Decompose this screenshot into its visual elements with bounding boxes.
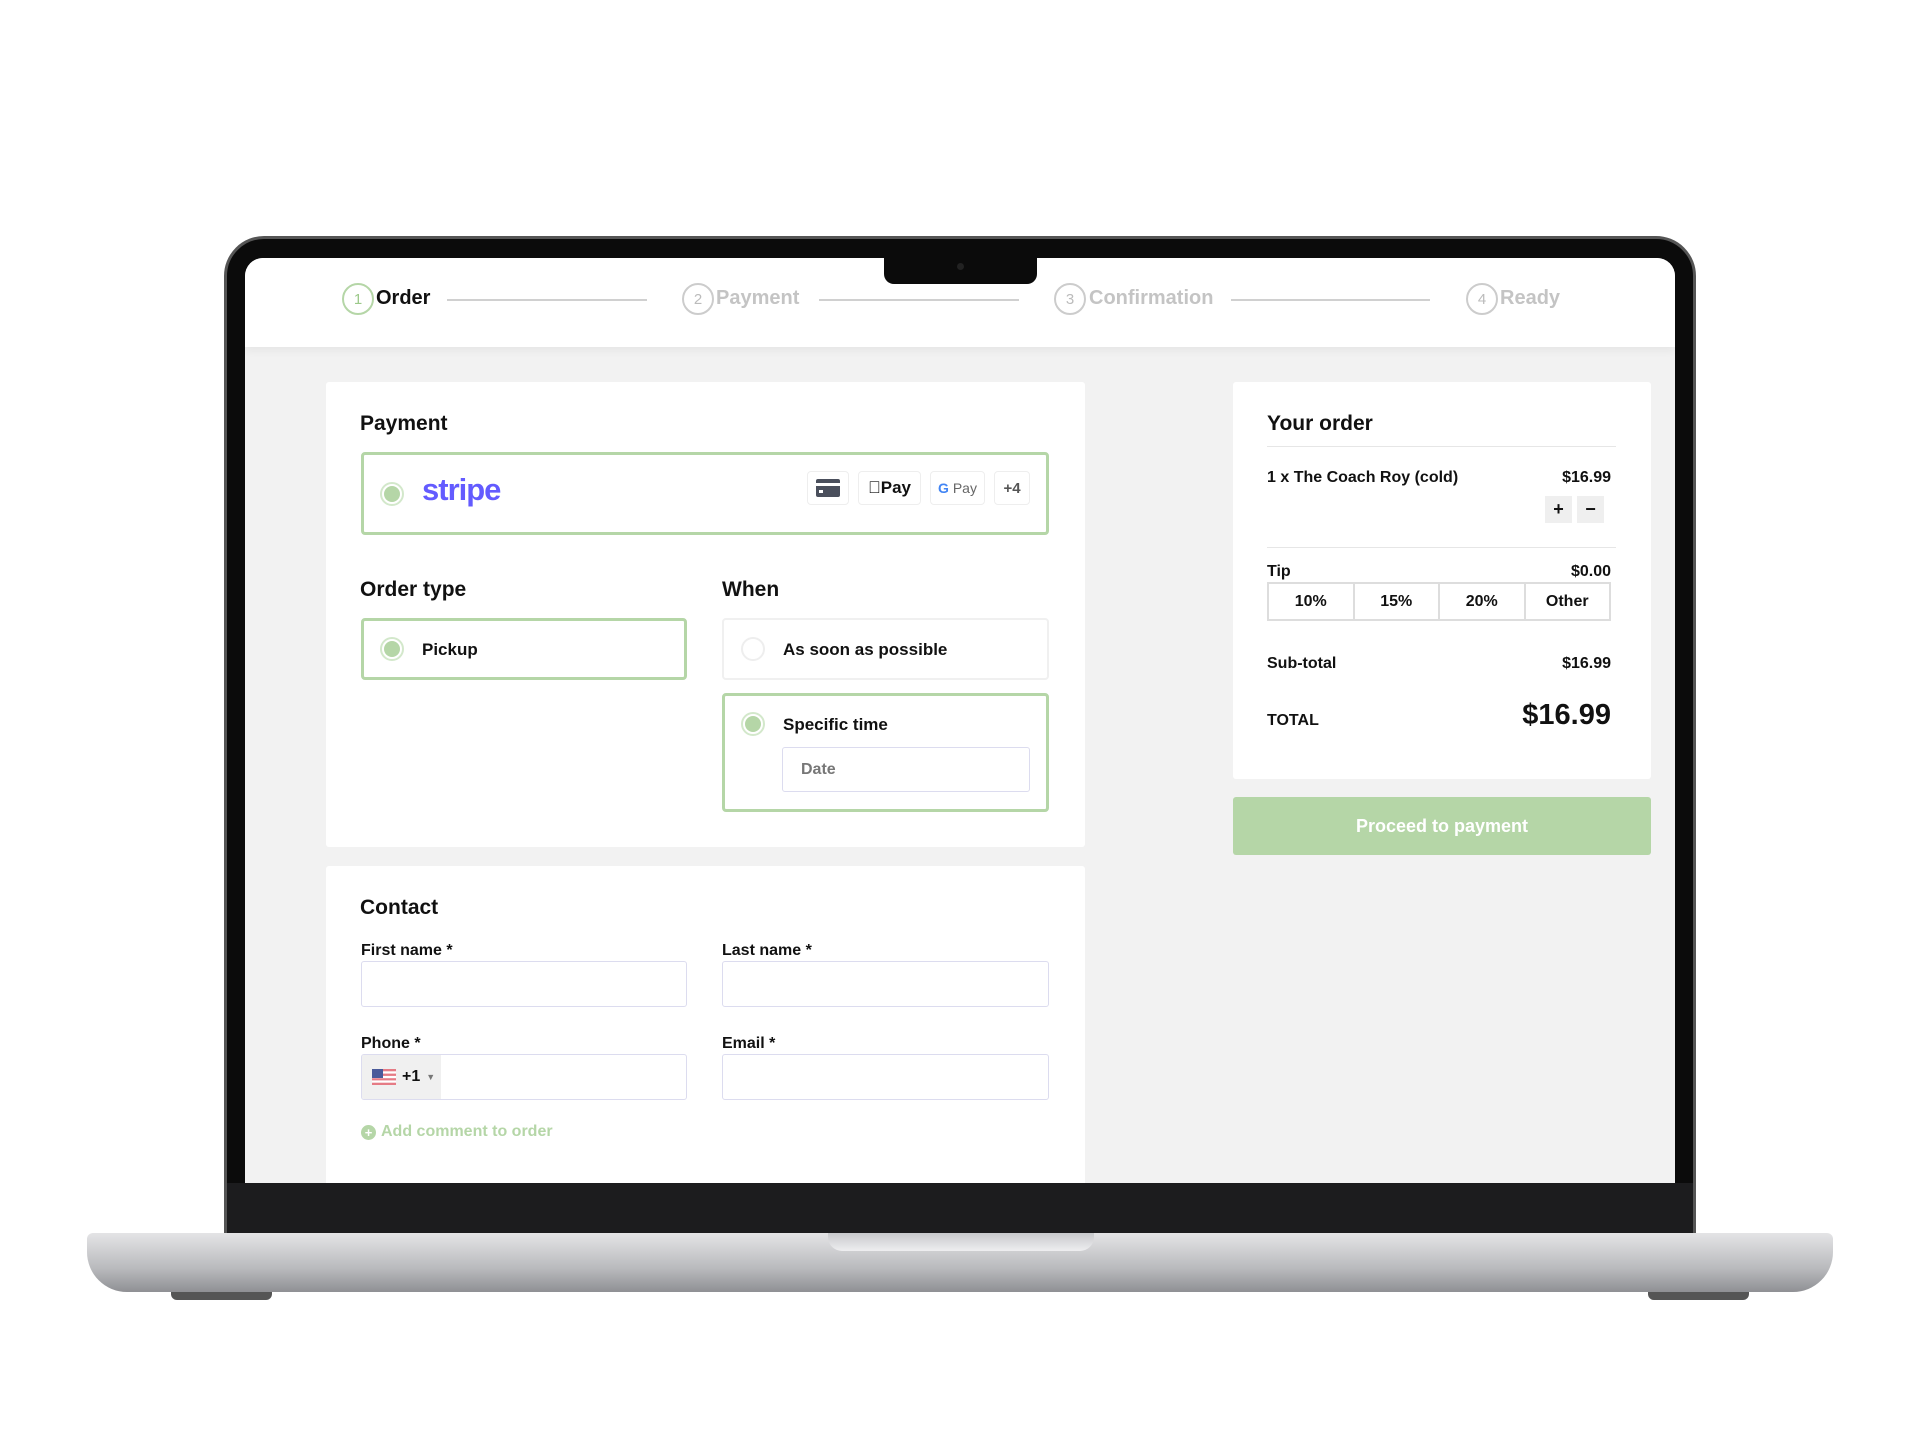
apple-pay-icon: Pay (858, 471, 921, 505)
divider (1267, 446, 1616, 447)
first-name-label: First name * (361, 942, 453, 959)
order-summary-card: Your order 1 x The Coach Roy (cold) $16.… (1233, 382, 1651, 779)
total-label: TOTAL (1267, 712, 1319, 729)
decrease-quantity-button[interactable]: − (1577, 496, 1604, 523)
tip-label: Tip (1267, 563, 1291, 580)
step-ready[interactable]: Ready (1500, 287, 1561, 309)
tip-options: 10% 15% 20% Other (1267, 582, 1611, 621)
step-divider (819, 299, 1019, 301)
pickup-option[interactable]: Pickup (361, 618, 687, 680)
tip-15-button[interactable]: 15% (1355, 584, 1440, 619)
email-label: Email * (722, 1035, 776, 1052)
when-title: When (722, 578, 780, 601)
step-confirmation[interactable]: Confirmation (1089, 287, 1214, 309)
google-pay-icon: G Pay (930, 471, 985, 505)
step-2-circle: 2 (682, 283, 714, 315)
step-payment[interactable]: Payment (716, 287, 800, 309)
subtotal-label: Sub-total (1267, 655, 1337, 672)
tip-value: $0.00 (1570, 563, 1611, 580)
asap-label: As soon as possible (783, 640, 948, 659)
step-divider (447, 299, 647, 301)
order-type-title: Order type (360, 578, 467, 601)
increase-quantity-button[interactable]: + (1545, 496, 1572, 523)
laptop-screen: 1 Order 2 Payment 3 Confirmation 4 Ready… (245, 258, 1675, 1183)
plus-circle-icon: + (361, 1124, 376, 1140)
step-3-circle: 3 (1054, 283, 1086, 315)
step-divider (1231, 299, 1430, 301)
screen-chin (227, 1183, 1693, 1233)
asap-radio[interactable] (741, 637, 765, 661)
contact-title: Contact (360, 896, 439, 919)
contact-card: Contact First name * Last name * Phone *… (326, 866, 1085, 1183)
item-name: 1 x The Coach Roy (cold) (1267, 469, 1459, 486)
add-comment-link[interactable]: + Add comment to order (361, 1123, 553, 1141)
asap-option[interactable]: As soon as possible (722, 618, 1049, 680)
specific-time-label: Specific time (783, 715, 888, 734)
step-4-circle: 4 (1466, 283, 1498, 315)
apple-icon:  (868, 478, 881, 498)
specific-time-option[interactable]: Specific time Date (722, 693, 1049, 812)
payment-title: Payment (360, 412, 448, 435)
card-icon (807, 471, 849, 505)
step-order[interactable]: Order (376, 287, 431, 309)
last-name-input[interactable] (722, 961, 1049, 1007)
tip-20-button[interactable]: 20% (1440, 584, 1526, 619)
email-input[interactable] (722, 1054, 1049, 1100)
us-flag-icon (372, 1069, 396, 1085)
first-name-input[interactable] (361, 961, 687, 1007)
camera-icon (957, 263, 964, 270)
phone-input[interactable]: +1 ▼ (361, 1054, 687, 1100)
laptop-foot (171, 1292, 272, 1300)
last-name-label: Last name * (722, 942, 812, 959)
tip-10-button[interactable]: 10% (1269, 584, 1355, 619)
stripe-logo: stripe (422, 472, 501, 507)
camera-notch (884, 258, 1037, 284)
phone-label: Phone * (361, 1035, 421, 1052)
divider (1267, 547, 1616, 548)
tip-other-button[interactable]: Other (1545, 592, 1589, 610)
item-price: $16.99 (1562, 469, 1611, 486)
proceed-to-payment-button[interactable]: Proceed to payment (1233, 797, 1651, 855)
laptop-lid-notch (828, 1233, 1094, 1251)
step-1-circle: 1 (342, 283, 374, 315)
more-methods-badge: +4 (994, 471, 1030, 505)
subtotal-value: $16.99 (1562, 655, 1611, 672)
stripe-radio[interactable] (380, 482, 404, 506)
specific-time-radio[interactable] (741, 712, 765, 736)
caret-down-icon: ▼ (426, 1072, 436, 1082)
summary-title: Your order (1267, 412, 1373, 435)
pickup-label: Pickup (422, 640, 478, 659)
country-code-select[interactable]: +1 ▼ (362, 1055, 441, 1099)
date-input[interactable]: Date (782, 747, 1030, 792)
order-card: Payment stripe Pay G Pay +4 Order type … (326, 382, 1085, 847)
total-value: $16.99 (1522, 699, 1611, 731)
stripe-option[interactable]: stripe Pay G Pay +4 (361, 452, 1049, 535)
laptop-foot (1648, 1292, 1749, 1300)
pickup-radio[interactable] (380, 637, 404, 661)
